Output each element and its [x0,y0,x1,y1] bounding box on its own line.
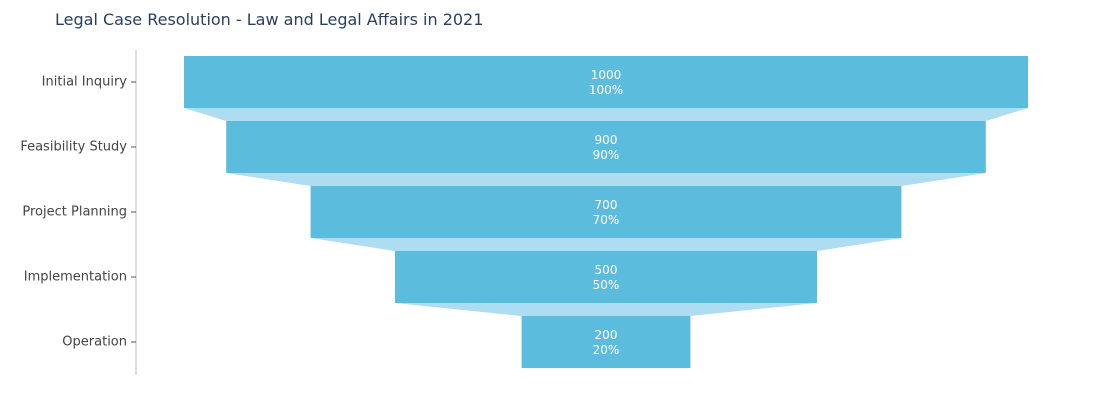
funnel-connector [395,303,817,316]
category-label: Operation [62,335,127,350]
bar-value-label: 900 [595,133,618,147]
funnel-bar [226,121,986,173]
bar-percent-label: 90% [593,148,620,162]
category-label: Implementation [24,270,127,285]
funnel-bar [184,56,1028,108]
category-label: Feasibility Study [20,140,127,155]
bar-percent-label: 50% [593,278,620,292]
funnel-bar [521,316,691,368]
funnel-bar [395,251,817,303]
funnel-connectors [184,108,1028,316]
bar-percent-label: 100% [589,83,623,97]
funnel-bar [310,186,902,238]
bar-value-label: 1000 [591,68,622,82]
funnel-connector [310,238,902,251]
funnel-bars [184,56,1028,368]
y-axis-labels: Initial Inquiry Feasibility Study Project … [20,75,127,350]
bar-value-label: 500 [595,263,618,277]
bar-value-label: 200 [595,328,618,342]
y-axis-ticks [131,81,136,343]
chart-title: Legal Case Resolution - Law and Legal Af… [55,10,483,29]
category-label: Initial Inquiry [42,75,128,90]
bar-value-label: 700 [595,198,618,212]
bar-percent-label: 70% [593,213,620,227]
funnel-connector [184,108,1028,121]
funnel-connector [226,173,986,186]
category-label: Project Planning [22,205,127,220]
bar-percent-label: 20% [593,343,620,357]
